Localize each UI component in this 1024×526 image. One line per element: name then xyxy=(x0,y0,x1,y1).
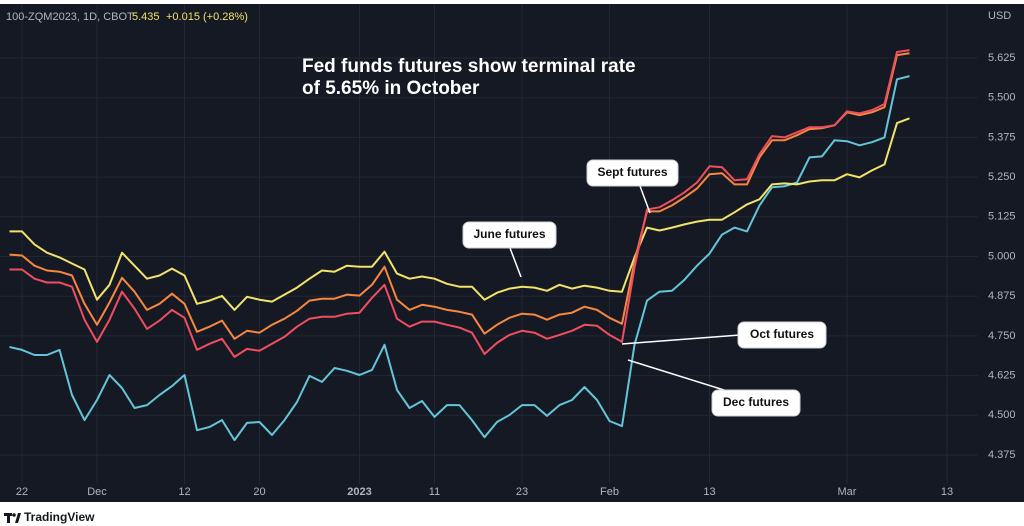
legend-label: Oct futures xyxy=(750,327,814,341)
leader-line xyxy=(621,334,741,345)
x-tick-label: Mar xyxy=(838,486,857,498)
y-tick-label: 5.000 xyxy=(988,250,1016,262)
lines xyxy=(9,49,910,442)
grid xyxy=(0,4,978,484)
y-tick-label: 4.500 xyxy=(988,409,1016,421)
symbol: 100-ZQM2023, 1D, CBOT xyxy=(6,11,134,23)
x-tick-label: 13 xyxy=(941,486,953,498)
series-line xyxy=(9,49,910,358)
series-line xyxy=(9,117,910,311)
legend-label: Sept futures xyxy=(597,165,667,179)
callout xyxy=(711,389,801,417)
y-tick-label: 4.750 xyxy=(988,330,1016,342)
callout xyxy=(586,159,679,187)
leader-line xyxy=(639,185,651,214)
y-tick-label: 5.250 xyxy=(988,171,1016,183)
x-tick-label: Feb xyxy=(600,486,619,498)
x-tick-label: 12 xyxy=(178,486,190,498)
x-tick-label: Dec xyxy=(87,486,107,498)
callout xyxy=(462,221,557,249)
brand-logo xyxy=(4,513,21,523)
chart-title: of 5.65% in October xyxy=(302,78,480,99)
x-tick-label: 2023 xyxy=(347,486,371,498)
y-tick-label: 4.625 xyxy=(988,370,1016,382)
leader-line xyxy=(509,247,522,278)
y-tick-label: 5.625 xyxy=(988,52,1016,64)
y-tick-label: 5.375 xyxy=(988,131,1016,143)
y-tick-label: 5.500 xyxy=(988,92,1016,104)
series-line xyxy=(9,52,910,340)
chart-title: Fed funds futures show terminal rate xyxy=(302,56,636,77)
legend-label: Dec futures xyxy=(723,395,789,409)
leader-line xyxy=(627,359,741,396)
y-tick-label: 5.125 xyxy=(988,211,1016,223)
x-tick-label: 20 xyxy=(253,486,265,498)
last-price: 5.435 xyxy=(132,11,160,23)
series-line xyxy=(9,75,910,442)
callout xyxy=(737,321,827,349)
legend-label: June futures xyxy=(473,227,545,241)
brand: TradingView xyxy=(24,510,95,524)
x-tick-label: 13 xyxy=(703,486,715,498)
y-tick-label: 4.375 xyxy=(988,449,1016,461)
x-tick-label: 11 xyxy=(429,486,440,498)
currency: USD xyxy=(988,10,1011,22)
y-tick-label: 4.875 xyxy=(988,290,1016,302)
price-change: +0.015 (+0.28%) xyxy=(166,11,248,23)
x-tick-label: 22 xyxy=(16,486,28,498)
x-tick-label: 23 xyxy=(516,486,528,498)
